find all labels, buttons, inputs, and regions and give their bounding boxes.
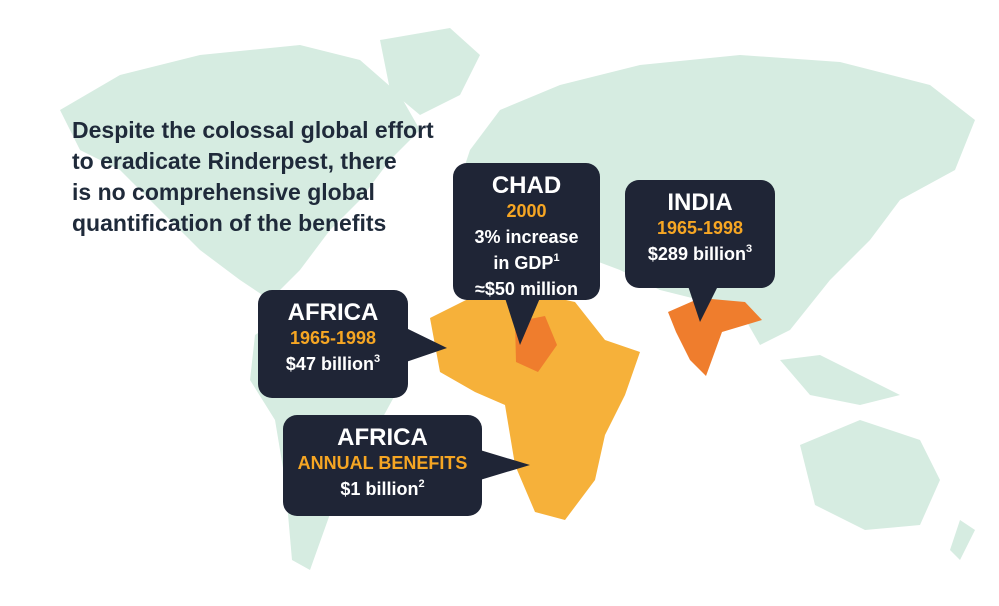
footnote-marker: 3 [746,243,752,255]
callout-value: $1 billion2 [340,478,424,499]
callout-pointer [688,286,718,322]
value-text: ≈$50 million [475,279,578,299]
headline-line: is no comprehensive global [72,179,375,205]
callout-region: INDIA [667,189,732,216]
value-text: 3% increase [474,227,578,247]
callout-period: ANNUAL BENEFITS [298,453,468,473]
headline-line: Despite the colossal global effort [72,117,434,143]
value-text: $1 billion [340,479,418,499]
callout-period: 2000 [506,201,546,221]
africa [430,292,640,520]
callout-period: 1965-1998 [290,328,376,348]
headline-line: quantification of the benefits [72,210,386,236]
footnote-marker: 1 [553,252,559,264]
headline: Despite the colossal global effort to era… [72,117,434,236]
callout-value: $47 billion3 [286,353,380,374]
callout-region: AFRICA [337,424,428,451]
callout-value: in GDP1 [493,252,559,273]
india [668,298,762,376]
callout-region: CHAD [492,172,561,199]
callout-box [258,290,408,398]
callout-value: 3% increase [474,227,578,247]
value-text: $47 billion [286,354,374,374]
greenland [380,28,480,115]
callout-pointer [480,450,530,480]
headline-line: to eradicate Rinderpest, there [72,148,397,174]
southeast-asia [780,355,900,405]
australia [800,420,940,530]
callout-box [625,180,775,288]
callout-pointer [505,298,540,345]
callout-box [283,415,482,516]
new-zealand [950,520,975,560]
footnote-marker: 2 [418,478,424,490]
callout-pointer [406,328,447,362]
callout-period: 1965-1998 [657,218,743,238]
callout-value: $289 billion3 [648,243,752,264]
callout-value: ≈$50 million [475,279,578,299]
footnote-marker: 3 [374,353,380,365]
callout-region: AFRICA [288,299,379,326]
value-text: $289 billion [648,244,746,264]
value-text: in GDP [493,253,553,273]
north-america [60,45,420,300]
callout-box [453,163,600,300]
